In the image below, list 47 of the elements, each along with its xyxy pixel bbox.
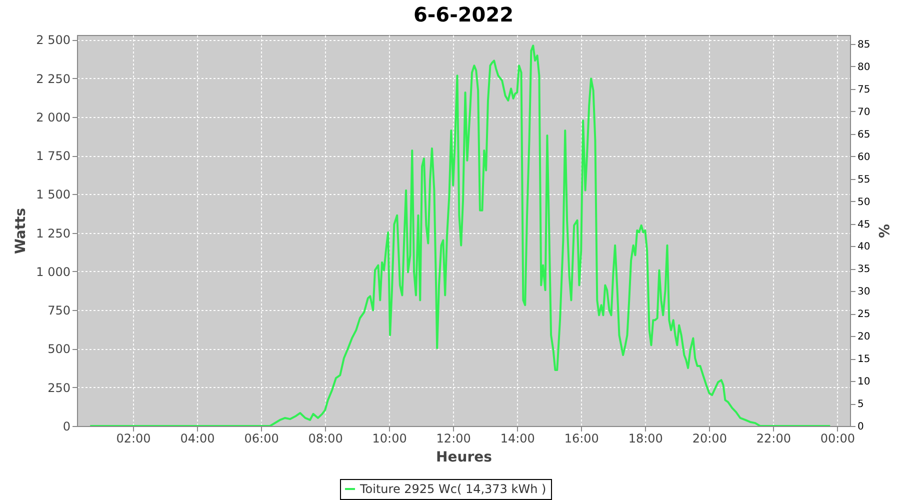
- y2-tick-label: 45: [858, 219, 870, 230]
- y2-tick-label: 25: [858, 309, 870, 320]
- y-tick-label: 1 250: [36, 226, 70, 240]
- y2-tick-label: 65: [858, 129, 870, 140]
- x-tick-label: 00:00: [820, 432, 855, 446]
- y-tick-label: 2 250: [36, 72, 70, 86]
- y-tick-label: 2 500: [36, 33, 70, 48]
- y-tick-label: 1 500: [36, 188, 70, 202]
- y2-tick-label: 10: [858, 376, 870, 388]
- legend-label: Toiture 2925 Wc( 14,373 kWh ): [359, 482, 546, 496]
- x-tick-label: 16:00: [564, 432, 599, 446]
- x-axis-title: Heures: [436, 450, 492, 466]
- x-tick-label: 02:00: [116, 432, 151, 446]
- y-tick-label: 0: [62, 420, 70, 434]
- x-tick-label: 20:00: [692, 432, 727, 446]
- y2-tick-label: 40: [858, 242, 870, 253]
- y2-tick-label: 70: [858, 106, 870, 118]
- y2-tick-label: 75: [858, 84, 870, 96]
- y2-tick-label: 85: [858, 39, 870, 50]
- y2-tick-label: 55: [858, 174, 870, 186]
- y2-axis-title: %: [875, 224, 892, 238]
- x-tick-label: 04:00: [180, 432, 215, 446]
- x-tick-label: 10:00: [372, 432, 407, 446]
- y-axis-title: Watts: [13, 208, 30, 254]
- x-tick-label: 08:00: [308, 432, 343, 446]
- y-tick-label: 1 750: [36, 149, 70, 164]
- y2-tick-label: 30: [858, 286, 870, 298]
- x-tick-label: 22:00: [756, 432, 791, 446]
- y-tick-label: 250: [48, 380, 70, 395]
- y2-tick-label: 35: [858, 264, 870, 276]
- line-series: [89, 44, 832, 426]
- y2-tick-label: 5: [858, 399, 864, 410]
- y-tick-label: 1 000: [36, 264, 70, 279]
- y2-tick-label: 15: [858, 354, 870, 366]
- x-tick-label: 12:00: [436, 432, 471, 446]
- y-tick-label: 2 000: [36, 110, 70, 124]
- x-tick-label: 14:00: [500, 432, 535, 446]
- y-tick-label: 750: [48, 304, 70, 318]
- y2-tick-label: 80: [858, 62, 870, 73]
- y2-tick-label: 20: [858, 332, 870, 343]
- x-tick-label: 06:00: [244, 432, 279, 446]
- y-tick-label: 500: [48, 342, 70, 356]
- y2-tick-label: 50: [858, 196, 870, 208]
- y2-tick-label: 60: [858, 152, 870, 163]
- y2-tick-label: 0: [858, 422, 864, 432]
- x-tick-label: 18:00: [628, 432, 663, 446]
- chart-title: 6-6-2022: [413, 2, 514, 27]
